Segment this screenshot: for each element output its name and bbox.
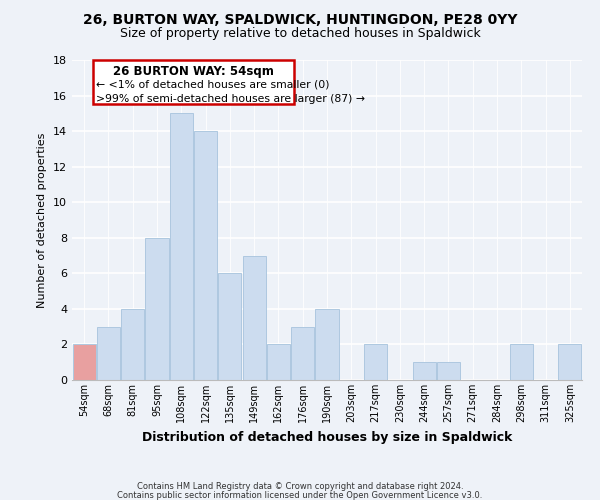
Bar [364,344,387,380]
Bar [218,274,241,380]
Bar [170,114,193,380]
Bar [73,344,95,380]
Bar [121,309,144,380]
Text: ← <1% of detached houses are smaller (0): ← <1% of detached houses are smaller (0) [96,80,330,90]
Bar [194,131,217,380]
Text: Contains public sector information licensed under the Open Government Licence v3: Contains public sector information licen… [118,490,482,500]
Text: 26, BURTON WAY, SPALDWICK, HUNTINGDON, PE28 0YY: 26, BURTON WAY, SPALDWICK, HUNTINGDON, P… [83,12,517,26]
Text: Contains HM Land Registry data © Crown copyright and database right 2024.: Contains HM Land Registry data © Crown c… [137,482,463,491]
X-axis label: Distribution of detached houses by size in Spaldwick: Distribution of detached houses by size … [142,430,512,444]
Y-axis label: Number of detached properties: Number of detached properties [37,132,47,308]
Bar [559,344,581,380]
Bar [510,344,533,380]
Bar [97,326,120,380]
Bar [437,362,460,380]
Bar [316,309,338,380]
Text: 26 BURTON WAY: 54sqm: 26 BURTON WAY: 54sqm [113,66,274,78]
Bar [242,256,266,380]
Bar [291,326,314,380]
FancyBboxPatch shape [92,60,294,104]
Bar [267,344,290,380]
Text: >99% of semi-detached houses are larger (87) →: >99% of semi-detached houses are larger … [96,94,365,104]
Bar [413,362,436,380]
Text: Size of property relative to detached houses in Spaldwick: Size of property relative to detached ho… [119,28,481,40]
Bar [145,238,169,380]
